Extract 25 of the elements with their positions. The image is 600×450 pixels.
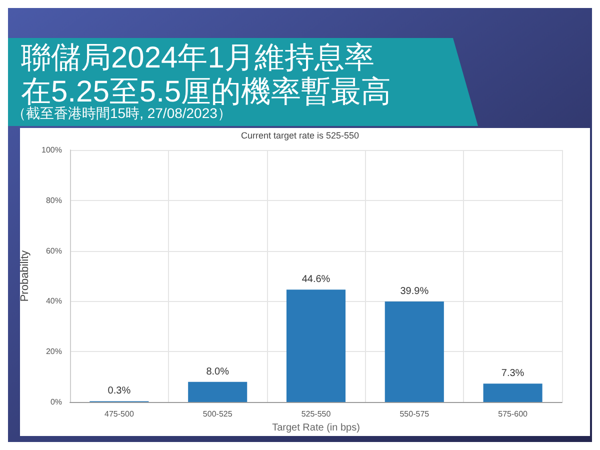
y-tick-label: 0% [50,398,62,406]
x-tick-label: 525-550 [301,410,332,418]
data-label: 44.6% [302,274,330,286]
bar [286,290,346,402]
bar [483,384,542,402]
text: Current target rate is 525-550 [240,130,360,140]
data-label: 8.0% [206,366,230,378]
y-tick-label: 80% [46,196,62,205]
data-label: 0.3% [108,386,131,397]
bar [384,301,444,402]
bar [188,382,248,402]
y-tick-label: 20% [46,347,62,356]
x-tick-label: 475-500 [104,410,134,418]
text: （截至香港時間15時, 27/08/2023） [12,105,232,121]
x-tick-label: 550-575 [400,410,430,418]
x-tick-label: 500-525 [202,410,233,418]
chart-title: 聯儲局2024年1月維持息率 [21,42,374,74]
x-axis-title: Target Rate (in bps) [272,422,360,434]
data-label: 7.3% [501,368,524,380]
data-label: 39.9% [400,286,429,297]
y-tick-label: 100% [42,146,62,154]
y-axis-title: Probability [19,250,32,302]
y-tick-label: 40% [46,296,62,306]
x-tick-label: 575-600 [498,410,528,418]
y-tick-label: 60% [46,246,62,256]
